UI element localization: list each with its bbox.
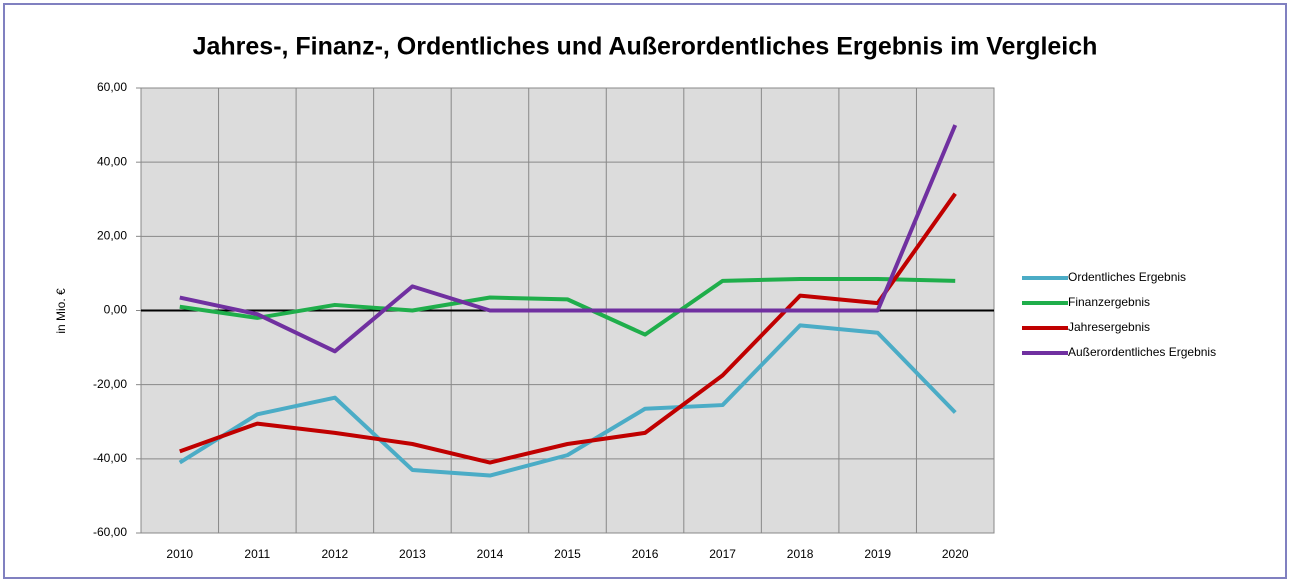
x-tick-label: 2012 (322, 547, 349, 561)
x-tick-label: 2020 (942, 547, 969, 561)
x-tick-label: 2016 (632, 547, 659, 561)
y-tick-label: 40,00 (97, 154, 127, 168)
x-tick-label: 2011 (244, 547, 270, 561)
series-line (179, 276, 956, 337)
legend-label: Finanzergebnis (1068, 295, 1150, 309)
y-tick-label: -60,00 (93, 525, 127, 539)
series-line (179, 124, 958, 354)
x-tick-label: 2015 (554, 547, 581, 561)
legend-label: Außerordentliches Ergebnis (1068, 345, 1216, 359)
x-tick-label: 2019 (864, 547, 891, 561)
x-tick-label: 2014 (477, 547, 504, 561)
x-tick-label: 2018 (787, 547, 814, 561)
x-tick-label: 2013 (399, 547, 426, 561)
y-tick-label: -20,00 (93, 377, 127, 391)
y-tick-label: 0,00 (104, 303, 128, 317)
legend-label: Ordentliches Ergebnis (1068, 270, 1186, 284)
x-tick-label: 2017 (709, 547, 736, 561)
y-axis-label: in Mio. € (54, 288, 68, 334)
y-tick-label: 20,00 (97, 229, 127, 243)
legend-label: Jahresergebnis (1068, 320, 1150, 334)
x-tick-label: 2010 (166, 547, 193, 561)
series-line (178, 323, 957, 478)
y-tick-label: 60,00 (97, 80, 127, 94)
y-tick-label: -40,00 (93, 451, 127, 465)
series-line (179, 192, 957, 465)
chart-title: Jahres-, Finanz-, Ordentliches und Außer… (193, 33, 1098, 61)
